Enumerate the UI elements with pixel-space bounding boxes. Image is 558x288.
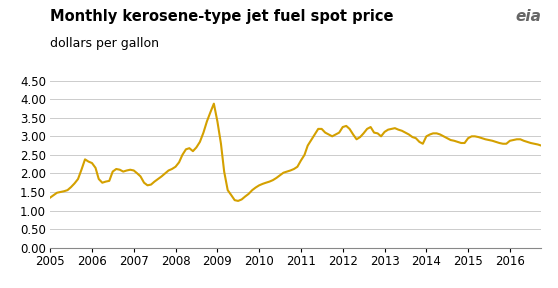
Text: Monthly kerosene-type jet fuel spot price: Monthly kerosene-type jet fuel spot pric… [50, 9, 394, 24]
Text: eia: eia [516, 9, 541, 24]
Text: dollars per gallon: dollars per gallon [50, 37, 159, 50]
